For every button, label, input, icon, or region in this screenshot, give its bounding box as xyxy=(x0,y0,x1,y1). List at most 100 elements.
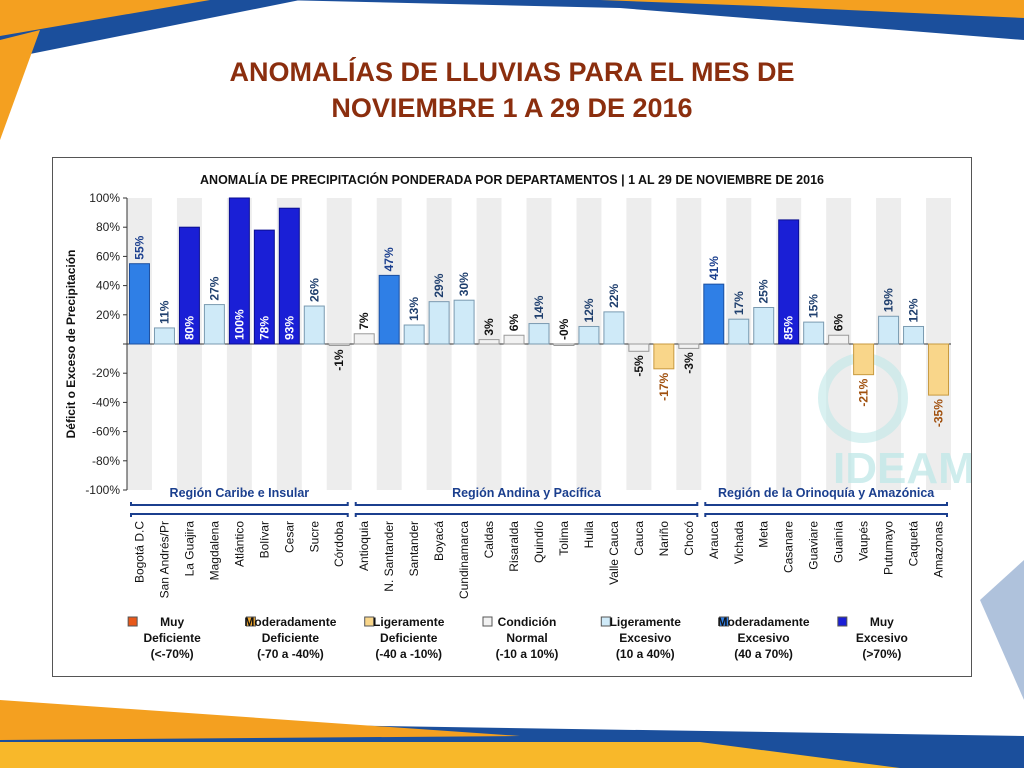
category-label-13: Boyacá xyxy=(432,521,446,561)
category-label-18: Tolima xyxy=(557,521,571,556)
value-label-16: 6% xyxy=(507,314,521,332)
value-label-28: 15% xyxy=(807,294,821,318)
category-label-23: Chocó xyxy=(682,521,696,556)
bar-2 xyxy=(153,327,175,345)
bar-27 xyxy=(778,219,800,345)
bar-16 xyxy=(503,334,525,345)
bar-17 xyxy=(528,323,550,345)
y-tick-label: 40% xyxy=(96,279,120,293)
bar-19 xyxy=(578,325,600,345)
legend-label-3-1: Ligeramente xyxy=(373,615,445,629)
bar-8 xyxy=(303,305,325,345)
ideam-watermark: IDEAM xyxy=(833,444,971,493)
value-label-18: -0% xyxy=(557,318,571,340)
bar-25 xyxy=(728,318,750,345)
legend-label-2-2: Deficiente xyxy=(262,631,320,645)
category-label-29: Guainía xyxy=(832,521,846,563)
value-label-11: 47% xyxy=(382,247,396,271)
y-tick-label: 80% xyxy=(96,220,120,234)
slide-title: ANOMALÍAS DE LLUVIAS PARA EL MES DE NOVI… xyxy=(0,54,1024,126)
category-label-31: Putumayo xyxy=(882,521,896,575)
region-bottom-bracket-1 xyxy=(130,513,349,517)
legend-label-3-2: Deficiente xyxy=(380,631,438,645)
category-label-27: Casanare xyxy=(782,521,796,573)
value-label-1: 55% xyxy=(132,235,146,259)
category-label-16: Risaralda xyxy=(507,521,521,572)
category-label-26: Meta xyxy=(757,521,771,548)
legend-swatch-2 xyxy=(245,616,256,627)
y-tick-label: 20% xyxy=(96,308,120,322)
legend-swatch-3 xyxy=(364,616,375,627)
y-tick-label: -20% xyxy=(92,366,120,380)
legend-label-3-3: (-40 a -10%) xyxy=(375,647,442,661)
category-label-5: Atlántico xyxy=(232,521,246,567)
legend-swatch-6 xyxy=(719,616,730,627)
value-label-14: 30% xyxy=(457,272,471,296)
value-label-8: 26% xyxy=(307,278,321,302)
region-label-3: Región de la Orinoquía y Amazónica xyxy=(718,486,935,500)
region-bottom-bracket-2 xyxy=(354,513,699,517)
bar-13 xyxy=(428,301,450,345)
legend-label-6-2: Excesivo xyxy=(738,631,790,645)
category-label-1: Bogotá D.C xyxy=(132,521,146,583)
category-label-19: Huila xyxy=(582,521,596,549)
legend-label-4-3: (-10 a 10%) xyxy=(496,647,559,661)
y-tick-label: -100% xyxy=(85,483,120,497)
bar-6 xyxy=(253,229,275,345)
value-label-25: 17% xyxy=(732,291,746,315)
category-label-6: Bolívar xyxy=(257,521,271,558)
value-label-26: 25% xyxy=(757,279,771,303)
category-label-20: Valle Cauca xyxy=(607,521,621,585)
category-label-2: San Andrés/Pr xyxy=(157,521,171,598)
precipitation-anomaly-chart: ANOMALÍA DE PRECIPITACIÓN PONDERADA POR … xyxy=(64,172,971,661)
value-label-32: 12% xyxy=(907,298,921,322)
legend-label-4-2: Normal xyxy=(506,631,547,645)
value-label-5: 100% xyxy=(232,309,246,340)
value-label-10: 7% xyxy=(357,312,371,330)
category-label-3: La Guajira xyxy=(182,521,196,577)
legend-label-4-1: Condición xyxy=(498,615,557,629)
bar-26 xyxy=(753,307,775,345)
value-label-31: 19% xyxy=(882,288,896,312)
value-label-9: -1% xyxy=(332,349,346,371)
bar-24 xyxy=(703,283,725,345)
bar-7 xyxy=(278,207,300,345)
value-label-23: -3% xyxy=(682,352,696,374)
category-label-17: Quindío xyxy=(532,521,546,563)
region-label-2: Región Andina y Pacífica xyxy=(452,486,602,500)
category-label-14: Cundinamarca xyxy=(457,521,471,599)
category-label-11: N. Santander xyxy=(382,521,396,592)
legend-label-2-3: (-70 a -40%) xyxy=(257,647,324,661)
category-label-10: Antioquia xyxy=(357,521,371,571)
category-label-30: Vaupés xyxy=(857,521,871,561)
chart-title: ANOMALÍA DE PRECIPITACIÓN PONDERADA POR … xyxy=(200,172,824,187)
bar-21 xyxy=(628,343,650,352)
y-tick-label: 60% xyxy=(96,249,120,263)
y-tick-label: -60% xyxy=(92,425,120,439)
slide-title-line-2: NOVIEMBRE 1 A 29 DE 2016 xyxy=(331,93,693,123)
bar-29 xyxy=(828,334,850,345)
value-label-12: 13% xyxy=(407,297,421,321)
region-bottom-bracket-3 xyxy=(704,513,948,517)
legend-label-7-1: Muy xyxy=(870,615,894,629)
bar-18 xyxy=(553,343,575,346)
bar-22 xyxy=(653,343,675,370)
value-label-2: 11% xyxy=(157,300,171,324)
value-label-30: -21% xyxy=(857,378,871,406)
legend-label-5-2: Excesivo xyxy=(619,631,671,645)
region-label-1: Región Caribe e Insular xyxy=(170,486,310,500)
slide-title-line-1: ANOMALÍAS DE LLUVIAS PARA EL MES DE xyxy=(229,57,795,87)
bar-9 xyxy=(328,343,350,346)
bar-12 xyxy=(403,324,425,345)
legend-label-5-1: Ligeramente xyxy=(610,615,682,629)
bar-5 xyxy=(228,197,250,345)
y-axis-label: Déficit o Exceso de Precipitación xyxy=(64,250,78,439)
category-label-8: Sucre xyxy=(307,521,321,553)
value-label-15: 3% xyxy=(482,318,496,336)
bar-28 xyxy=(803,321,825,345)
legend-label-6-3: (40 a 70%) xyxy=(734,647,793,661)
value-label-21: -5% xyxy=(632,355,646,377)
category-label-33: Amazonas xyxy=(932,521,946,578)
region-top-bracket-3 xyxy=(704,502,948,506)
